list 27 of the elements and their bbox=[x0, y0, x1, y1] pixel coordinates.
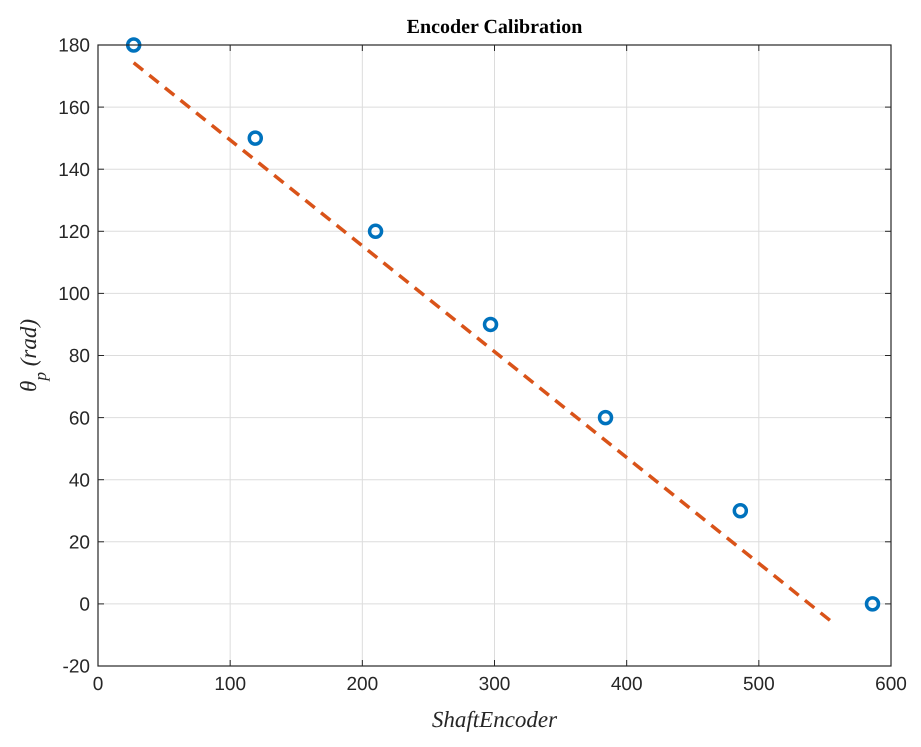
y-tick-label: 80 bbox=[68, 346, 90, 368]
point bbox=[368, 224, 384, 240]
point bbox=[248, 130, 264, 146]
point bbox=[598, 410, 614, 426]
chart-title: Encoder Calibration bbox=[406, 16, 582, 38]
y-tick-label: 100 bbox=[58, 284, 90, 306]
y-tick-label: -20 bbox=[62, 656, 90, 678]
y-tick-label: 20 bbox=[68, 532, 90, 554]
point bbox=[864, 596, 880, 612]
x-tick-label: 500 bbox=[742, 674, 775, 695]
point bbox=[126, 37, 142, 53]
y-tick-label: 120 bbox=[58, 222, 90, 243]
x-tick-label: 400 bbox=[610, 674, 643, 695]
x-axis-title: ShaftEncoder bbox=[432, 707, 558, 732]
x-tick-label: 300 bbox=[478, 674, 510, 695]
x-tick-label: 600 bbox=[875, 674, 907, 695]
y-tick-label: 160 bbox=[58, 98, 90, 119]
x-tick-label: 100 bbox=[214, 674, 246, 695]
y-tick-label: 60 bbox=[68, 408, 90, 430]
y-tick-label: 140 bbox=[58, 160, 90, 181]
y-tick-label: 180 bbox=[58, 36, 90, 57]
x-tick-label: 200 bbox=[346, 674, 378, 695]
x-tick-label: 0 bbox=[92, 674, 104, 695]
point bbox=[732, 503, 748, 518]
y-tick-label: 0 bbox=[79, 594, 90, 616]
y-tick-label: 40 bbox=[68, 470, 90, 492]
point bbox=[482, 316, 498, 332]
